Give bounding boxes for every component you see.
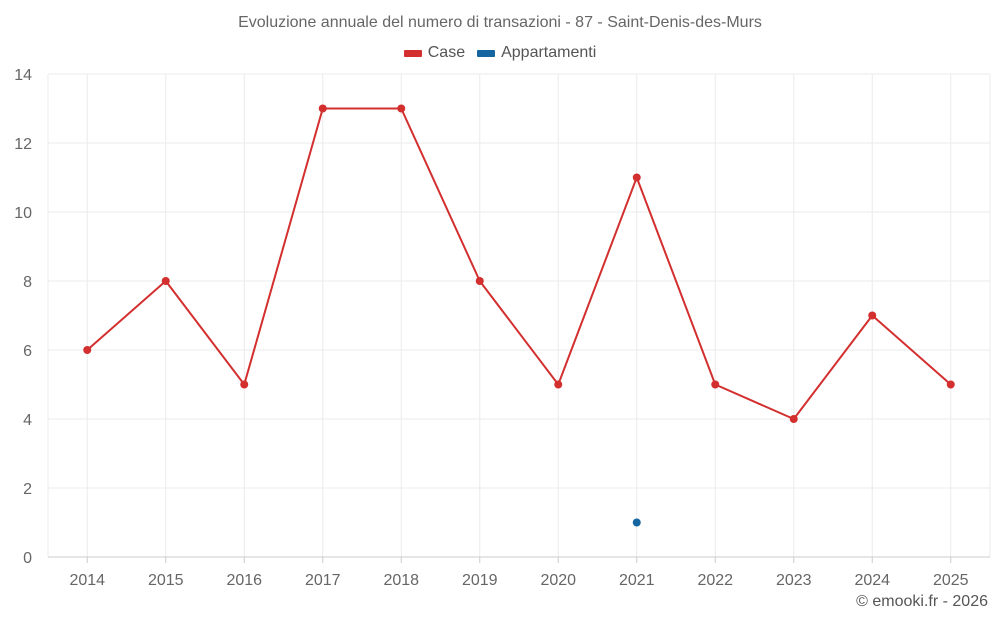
y-tick-label: 0 (23, 550, 32, 567)
data-point-case-2019 (475, 277, 484, 285)
y-tick-label: 2 (23, 481, 32, 498)
data-point-case-2018 (397, 104, 406, 113)
legend-swatch-case (403, 49, 422, 57)
y-tick-label: 10 (14, 205, 32, 222)
x-tick-label: 2018 (383, 572, 419, 589)
data-point-case-2022 (711, 380, 720, 389)
legend-label-appartamenti: Appartamenti (501, 44, 597, 61)
data-point-case-2021 (632, 173, 641, 182)
x-tick-label: 2020 (540, 572, 576, 589)
x-tick-label: 2023 (776, 572, 812, 589)
x-tick-label: 2025 (933, 572, 969, 589)
data-point-case-2020 (554, 380, 563, 389)
x-tick-label: 2017 (305, 572, 341, 589)
series-layer (83, 104, 955, 527)
x-tick-label: 2014 (69, 572, 105, 589)
grid (47, 73, 991, 557)
data-point-case-2024 (868, 311, 877, 320)
data-point-appartamenti-2021 (632, 518, 641, 527)
x-tick-label: 2016 (226, 572, 262, 589)
data-point-case-2016 (240, 380, 249, 389)
chart-legend: Case Appartamenti (0, 44, 1000, 62)
data-point-case-2015 (161, 277, 170, 285)
legend-item-case[interactable]: Case (403, 44, 466, 62)
x-tick-label: 2022 (697, 572, 733, 589)
legend-item-appartamenti[interactable]: Appartamenti (477, 44, 596, 62)
legend-label-case: Case (427, 44, 466, 61)
series-line-case (86, 107, 952, 420)
y-tick-label: 8 (23, 274, 32, 291)
data-point-case-2025 (946, 380, 955, 389)
y-tick-label: 4 (23, 412, 32, 429)
data-point-case-2023 (789, 415, 798, 423)
chart-title: Evoluzione annuale del numero di transaz… (238, 14, 762, 31)
y-tick-label: 14 (14, 67, 32, 84)
x-tick-label: 2021 (619, 572, 655, 589)
legend-swatch-appartamenti (477, 49, 496, 57)
y-tick-label: 12 (14, 136, 32, 153)
x-tick-label: 2024 (854, 572, 890, 589)
x-tick-label: 2015 (148, 572, 184, 589)
data-point-case-2017 (318, 104, 327, 113)
data-point-case-2014 (83, 346, 92, 354)
axes: 0 2 4 6 8 10 12 14 2014 2015 2016 2017 2018 2019 2020 2… (14, 67, 990, 589)
y-tick-label: 6 (23, 343, 32, 360)
copyright-footer: © emooki.fr - 2026 (856, 593, 988, 610)
x-tick-label: 2019 (462, 572, 498, 589)
